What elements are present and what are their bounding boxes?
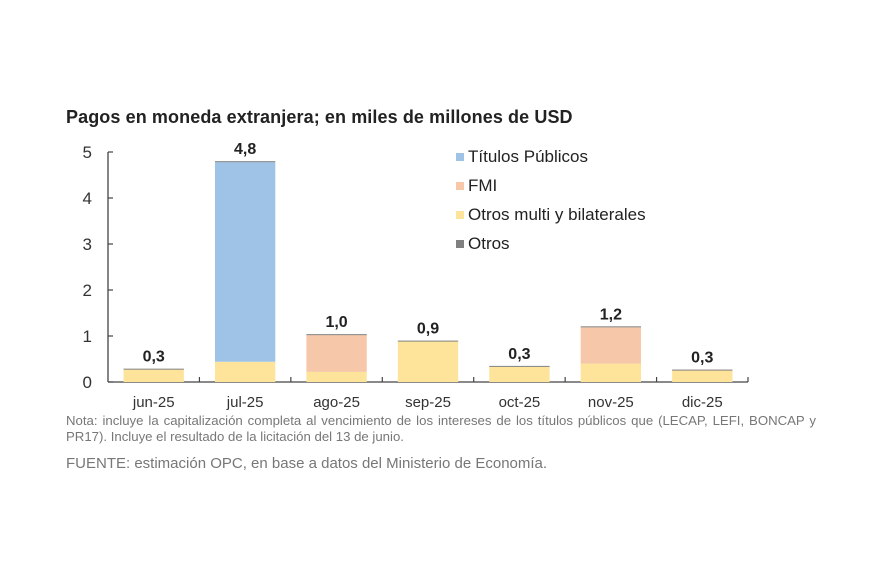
y-axis: 0 1 2 3 4 5 bbox=[83, 143, 113, 392]
y-tick-label: 3 bbox=[83, 235, 92, 254]
x-tick-label: jul-25 bbox=[226, 394, 264, 411]
chart-note: Nota: incluye la capitalización completa… bbox=[66, 413, 816, 444]
y-tick-label: 2 bbox=[83, 281, 92, 300]
bar-segment-fmi bbox=[580, 327, 642, 364]
legend-item: Otros multi y bilaterales bbox=[456, 200, 646, 229]
bar-segment-otros-multi-y-bilaterales bbox=[672, 370, 733, 382]
legend-item: Títulos Públicos bbox=[456, 142, 646, 171]
x-axis: jun-25 jul-25 ago-25 sep-25 oct-25 nov-25 dic-… bbox=[108, 377, 749, 411]
bar-segment-otros bbox=[672, 369, 733, 371]
x-tick-label: oct-25 bbox=[499, 394, 541, 411]
legend-swatch bbox=[456, 239, 464, 248]
y-tick-label: 0 bbox=[83, 373, 92, 392]
legend-swatch bbox=[456, 210, 464, 219]
x-tick-label: ago-25 bbox=[313, 394, 360, 411]
chart-source: FUENTE: estimación OPC, en base a datos … bbox=[66, 455, 548, 472]
bar-segment-otros-multi-y-bilaterales bbox=[397, 341, 459, 382]
legend-label: Otros bbox=[468, 233, 510, 253]
bar-segment-otros-multi-y-bilaterales bbox=[489, 366, 550, 382]
data-label: 4,8 bbox=[234, 141, 256, 158]
legend: Títulos Públicos FMI Otros multi y bilater… bbox=[456, 142, 646, 258]
legend-label: FMI bbox=[468, 175, 498, 195]
x-tick-label: dic-25 bbox=[682, 394, 723, 411]
bar-segment-otros bbox=[306, 334, 367, 336]
legend-label: Títulos Públicos bbox=[468, 146, 588, 166]
x-tick-label: jun-25 bbox=[132, 394, 175, 411]
bar-segment-otros bbox=[214, 161, 276, 163]
data-label: 0,3 bbox=[508, 346, 530, 363]
legend-item: Otros bbox=[456, 229, 646, 258]
legend-label: Otros multi y bilaterales bbox=[468, 204, 646, 224]
data-label: 0,3 bbox=[143, 349, 165, 366]
bar-segment-otros-multi-y-bilaterales bbox=[214, 361, 276, 382]
bars bbox=[123, 161, 733, 382]
x-tick-label: nov-25 bbox=[588, 394, 634, 411]
y-tick-label: 4 bbox=[83, 189, 92, 208]
y-tick-label: 5 bbox=[83, 143, 92, 162]
bar-segment-otros bbox=[489, 365, 550, 367]
bar-segment-otros bbox=[397, 340, 459, 342]
bar-segment-otros-multi-y-bilaterales bbox=[306, 371, 367, 382]
bar-segment-otros bbox=[123, 368, 184, 370]
data-label: 0,3 bbox=[691, 350, 713, 367]
x-tick-label: sep-25 bbox=[405, 394, 451, 411]
bar-segment-otros-multi-y-bilaterales bbox=[580, 363, 642, 382]
legend-item: FMI bbox=[456, 171, 646, 200]
legend-swatch bbox=[456, 152, 464, 161]
bar-segment-otros bbox=[580, 326, 642, 328]
data-label: 1,0 bbox=[325, 314, 347, 331]
data-labels: 0,3 4,8 1,0 0,9 0,3 1,2 0,3 bbox=[143, 141, 714, 366]
bar-segment-t-tulos-p-blicos bbox=[214, 162, 276, 362]
legend-swatch bbox=[456, 181, 464, 190]
bar-segment-fmi bbox=[306, 335, 367, 372]
data-label: 1,2 bbox=[600, 306, 622, 323]
bar-segment-otros-multi-y-bilaterales bbox=[123, 369, 184, 382]
y-tick-label: 1 bbox=[83, 327, 92, 346]
chart-title: Pagos en moneda extranjera; en miles de … bbox=[66, 107, 573, 127]
data-label: 0,9 bbox=[417, 321, 439, 338]
